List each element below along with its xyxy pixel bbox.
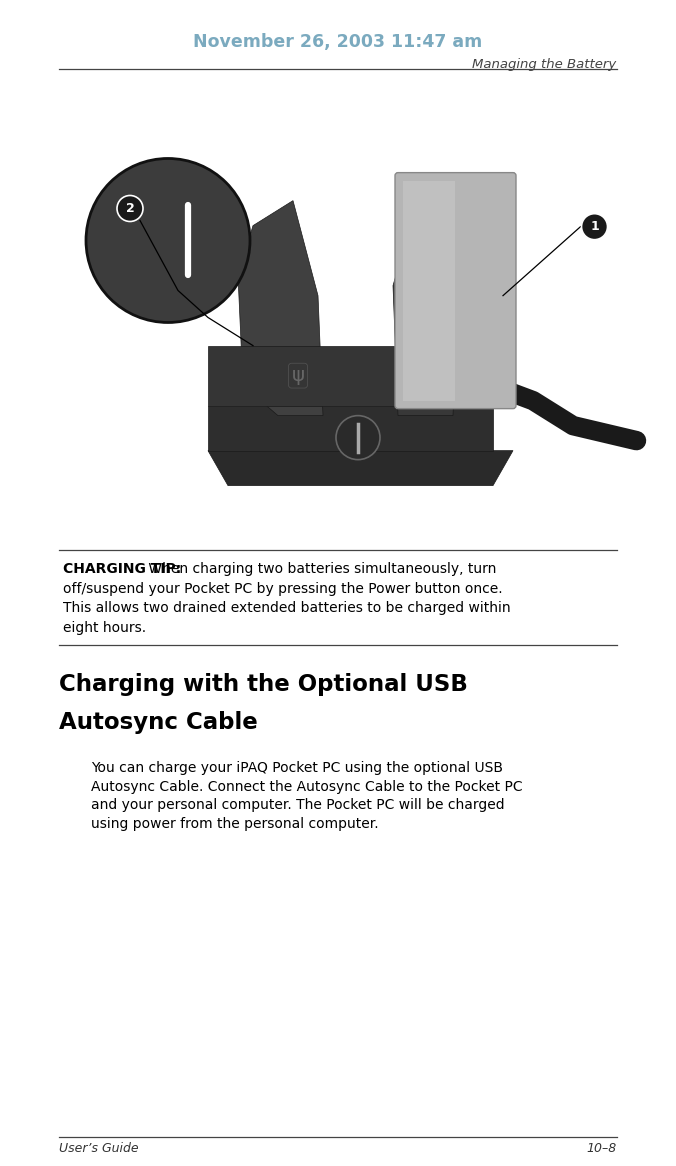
Text: eight hours.: eight hours. bbox=[64, 620, 147, 634]
Text: Charging with the Optional USB: Charging with the Optional USB bbox=[59, 673, 468, 696]
Text: When charging two batteries simultaneously, turn: When charging two batteries simultaneous… bbox=[144, 562, 496, 576]
Text: and your personal computer. The Pocket PC will be charged: and your personal computer. The Pocket P… bbox=[91, 798, 505, 812]
Text: Managing the Battery: Managing the Battery bbox=[473, 58, 617, 71]
Text: 1: 1 bbox=[590, 220, 599, 233]
FancyBboxPatch shape bbox=[403, 181, 455, 401]
Text: 10–8: 10–8 bbox=[586, 1142, 617, 1154]
Circle shape bbox=[336, 415, 380, 459]
Text: using power from the personal computer.: using power from the personal computer. bbox=[91, 816, 379, 830]
Polygon shape bbox=[238, 201, 323, 415]
Text: User’s Guide: User’s Guide bbox=[59, 1142, 139, 1154]
Text: November 26, 2003 11:47 am: November 26, 2003 11:47 am bbox=[193, 33, 483, 50]
Polygon shape bbox=[208, 406, 493, 450]
FancyBboxPatch shape bbox=[395, 173, 516, 408]
Text: Autosync Cable. Connect the Autosync Cable to the Pocket PC: Autosync Cable. Connect the Autosync Cab… bbox=[91, 780, 523, 794]
Text: You can charge your iPAQ Pocket PC using the optional USB: You can charge your iPAQ Pocket PC using… bbox=[91, 761, 503, 775]
Text: Autosync Cable: Autosync Cable bbox=[59, 711, 258, 735]
Text: This allows two drained extended batteries to be charged within: This allows two drained extended batteri… bbox=[64, 600, 511, 614]
Polygon shape bbox=[208, 450, 513, 485]
Text: off/suspend your Pocket PC by pressing the Power button once.: off/suspend your Pocket PC by pressing t… bbox=[64, 582, 503, 596]
Circle shape bbox=[581, 213, 608, 240]
Text: 2: 2 bbox=[126, 202, 135, 215]
Circle shape bbox=[86, 159, 250, 323]
Polygon shape bbox=[393, 211, 458, 415]
Bar bbox=[59, 79, 617, 540]
Circle shape bbox=[117, 196, 143, 222]
Text: CHARGING TIP:: CHARGING TIP: bbox=[64, 562, 182, 576]
Polygon shape bbox=[208, 345, 493, 406]
Text: ψ: ψ bbox=[291, 366, 304, 385]
